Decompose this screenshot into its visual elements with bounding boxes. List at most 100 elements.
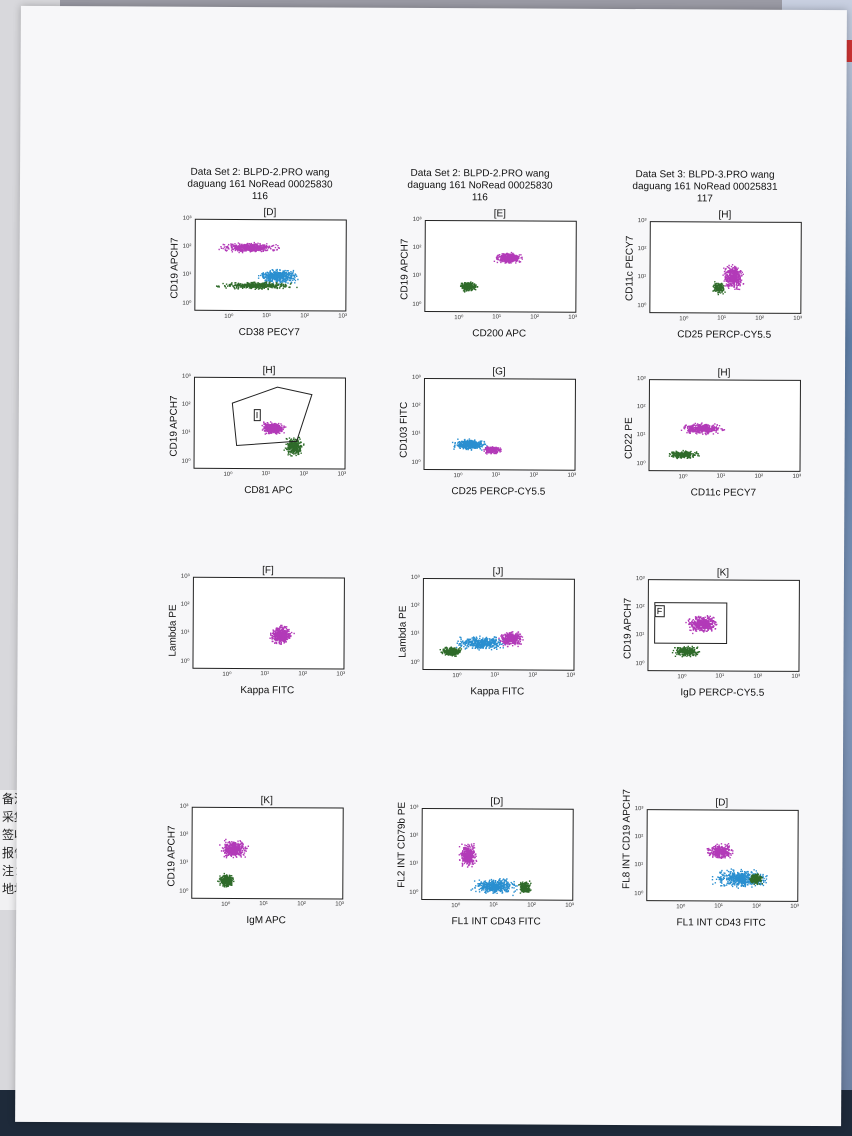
event-dot (258, 249, 261, 251)
event-dot (275, 284, 277, 286)
event-dot (465, 282, 467, 285)
event-dot (268, 427, 271, 429)
event-dot (469, 286, 471, 288)
event-dot (497, 446, 499, 449)
event-dot (286, 448, 289, 451)
event-dot (274, 246, 277, 249)
event-dot (289, 448, 291, 450)
event-dot (260, 247, 262, 250)
event-dot (246, 248, 249, 250)
event-dot (294, 282, 296, 284)
event-dot (724, 275, 726, 278)
event-dot (291, 445, 294, 447)
event-dot (681, 455, 683, 458)
event-dot (269, 272, 272, 274)
event-dot (265, 423, 267, 426)
event-dot (470, 446, 472, 448)
event-dot (284, 278, 287, 281)
event-dot (695, 451, 698, 453)
event-dot (469, 444, 472, 446)
event-dot (694, 430, 697, 432)
event-dot (731, 264, 734, 266)
event-dot (266, 275, 268, 277)
event-dot (276, 282, 278, 285)
dataset-header-1: Data Set 2: BLPD-2.PRO wang daguang 161 … (187, 166, 333, 203)
event-dot (496, 451, 498, 454)
event-dot (729, 271, 732, 274)
event-dot (287, 270, 289, 272)
event-dot (707, 428, 709, 430)
flow-plot-panel: [E] CD19 APCH7 CD200 APC 10³ 10² 10¹ 10⁰ 10⁰ 10¹… (399, 208, 590, 361)
event-dot (291, 452, 294, 454)
event-dot (276, 274, 278, 276)
event-dot (698, 430, 700, 432)
event-dot (260, 274, 262, 277)
event-dot (250, 287, 252, 289)
event-dot (513, 255, 516, 257)
event-dot (503, 256, 506, 259)
event-dot (480, 445, 482, 447)
event-dot (474, 286, 476, 289)
event-dot (492, 450, 494, 453)
event-dot (471, 441, 473, 443)
event-dot (280, 641, 283, 644)
event-dot (277, 428, 279, 431)
x-tick-label: 10³ (337, 471, 347, 478)
event-dot (727, 270, 729, 273)
event-dot (694, 432, 697, 434)
event-dot (265, 245, 268, 248)
event-dot (252, 283, 255, 285)
event-dot (715, 429, 718, 432)
event-dot (246, 242, 249, 245)
event-dot (299, 442, 301, 444)
event-dot (480, 441, 482, 443)
event-dot (738, 274, 741, 277)
event-dot (453, 445, 455, 448)
event-dot (227, 243, 230, 246)
event-dot (463, 291, 466, 293)
event-dot (250, 245, 253, 247)
event-dot (256, 283, 259, 285)
event-dot (300, 445, 302, 447)
event-dot (673, 451, 675, 453)
event-dot (454, 444, 456, 446)
event-dot (518, 255, 520, 258)
event-dot (295, 448, 298, 451)
event-dot (685, 452, 688, 454)
event-dot (717, 432, 719, 435)
event-dot (271, 279, 274, 282)
event-dot (297, 453, 299, 456)
event-dot (714, 285, 717, 287)
event-dot (270, 285, 272, 287)
event-dot (674, 453, 677, 455)
event-dot (223, 244, 226, 246)
event-dot (714, 281, 716, 283)
event-dot (275, 433, 278, 435)
event-dot (292, 271, 294, 273)
event-dot (486, 446, 488, 449)
x-tick-label: 10³ (792, 473, 802, 480)
event-dot (719, 292, 722, 294)
event-dot (733, 280, 735, 282)
event-dot (716, 285, 719, 288)
event-dot (739, 271, 741, 274)
event-dot (299, 438, 301, 440)
event-dot (730, 265, 733, 268)
event-dot (258, 274, 260, 277)
event-dot (459, 285, 462, 288)
event-dot (283, 432, 285, 434)
event-dot (278, 276, 280, 279)
event-dot (263, 422, 265, 424)
event-dot (256, 285, 258, 288)
event-dot (263, 426, 266, 428)
event-dot (694, 425, 697, 427)
event-dot (267, 424, 270, 426)
event-dot (237, 284, 240, 286)
event-dot (286, 270, 288, 272)
event-dot (454, 442, 456, 444)
event-dot (230, 244, 232, 247)
event-dot (509, 258, 512, 261)
event-dot (248, 287, 251, 289)
event-dot (237, 288, 239, 290)
event-dot (290, 272, 292, 274)
